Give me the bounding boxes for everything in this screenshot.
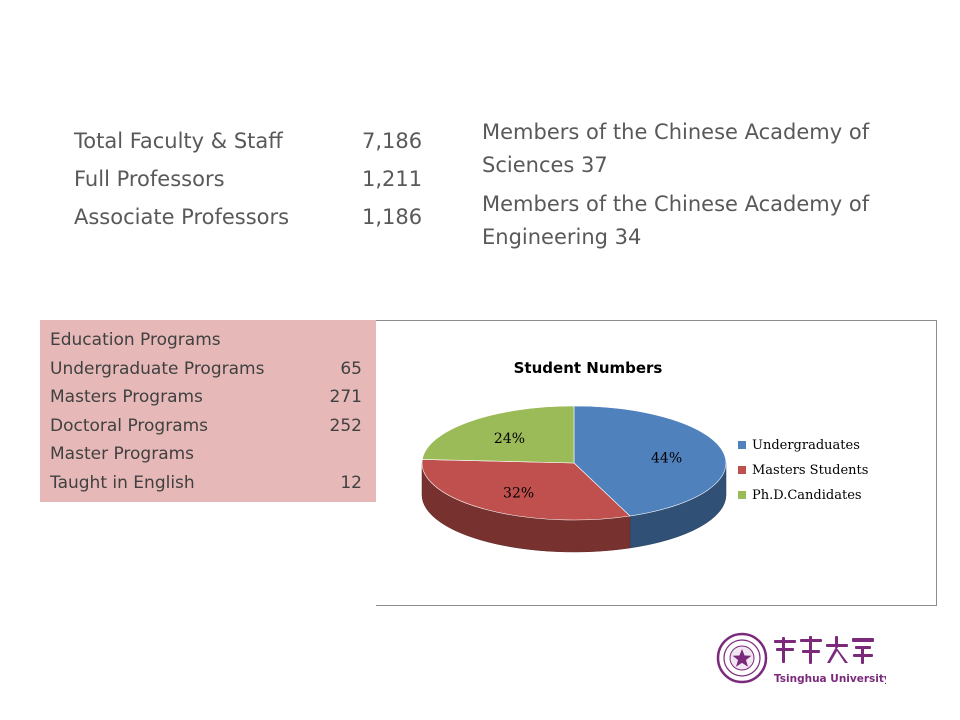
program-row: Doctoral Programs 252	[50, 412, 376, 441]
stat-label: Full Professors	[74, 167, 225, 191]
education-title: Education Programs	[50, 330, 221, 350]
legend-swatch	[738, 441, 746, 449]
stat-value: 1,186	[362, 205, 423, 229]
legend-label: Ph.D.Candidates	[752, 488, 862, 503]
program-row: Undergraduate Programs 65	[50, 355, 376, 384]
legend-swatch	[738, 491, 746, 499]
pie-slice-label: 32%	[503, 486, 534, 502]
program-row: Master Programs	[50, 440, 376, 469]
legend-label: Masters Students	[752, 463, 868, 478]
pie-slice	[421, 405, 575, 464]
pie-chart-svg: Student Numbers 44% 32% 24% Undergraduates…	[421, 359, 868, 553]
student-numbers-chart: Student Numbers 44% 32% 24% Undergraduates…	[376, 320, 937, 606]
academy-members: Members of the Chinese Academy of Scienc…	[482, 116, 912, 260]
education-programs-box: Education Programs Undergraduate Program…	[40, 320, 376, 502]
program-count: 271	[329, 387, 362, 408]
academy-sciences: Members of the Chinese Academy of Scienc…	[482, 120, 870, 177]
logo-english-text: Tsinghua University	[774, 673, 886, 685]
program-label: Taught in English	[50, 472, 195, 493]
chart-title: Student Numbers	[514, 359, 663, 377]
pie-slice	[421, 459, 631, 521]
program-row: Masters Programs 271	[50, 383, 376, 412]
program-label: Undergraduate Programs	[50, 358, 265, 379]
stat-value: 7,186	[362, 129, 423, 153]
pie-slice	[573, 405, 727, 517]
program-label: Masters Programs	[50, 387, 203, 408]
university-seal-icon: Tsinghua University	[716, 632, 891, 685]
stat-value: 1,211	[362, 167, 423, 191]
tsinghua-logo: Tsinghua University	[716, 632, 891, 690]
stat-label: Associate Professors	[74, 205, 290, 229]
program-count: 252	[329, 415, 362, 436]
program-row: Taught in English 12	[50, 469, 376, 498]
pie-slice-label: 24%	[494, 431, 525, 447]
legend-label: Undergraduates	[752, 438, 860, 453]
chart-legend: Undergraduates Masters Students Ph.D.Candi…	[738, 438, 868, 503]
pie-slices: 44% 32% 24%	[421, 405, 727, 553]
program-label: Master Programs	[50, 444, 195, 465]
program-label: Doctoral Programs	[50, 415, 209, 436]
academy-engineering: Members of the Chinese Academy of Engine…	[482, 192, 870, 249]
program-count: 65	[340, 358, 362, 379]
stat-label: Total Faculty & Staff	[74, 129, 283, 153]
program-count: 12	[340, 472, 362, 493]
legend-swatch	[738, 466, 746, 474]
pie-slice-label: 44%	[651, 450, 682, 466]
